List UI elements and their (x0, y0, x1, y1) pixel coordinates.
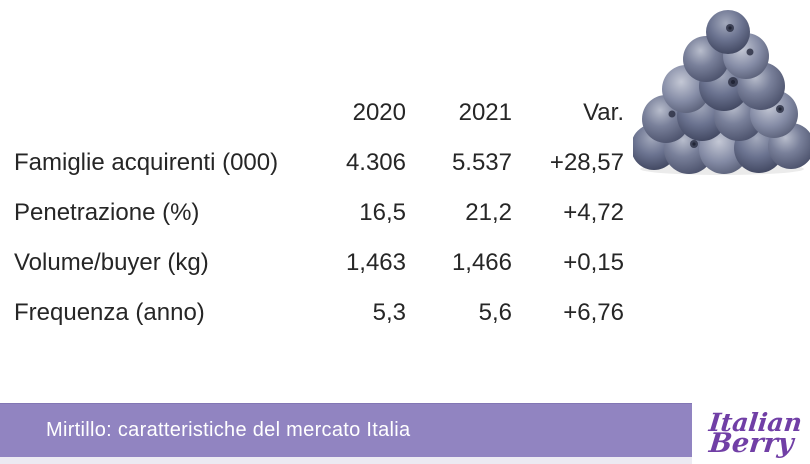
footer-bar: Mirtillo: caratteristiche del mercato It… (0, 403, 692, 457)
market-table: 2020 2021 Var. Famiglie acquirenti (000)… (14, 88, 624, 338)
row-label: Famiglie acquirenti (000) (14, 149, 279, 176)
cell-var: +0,15 (563, 249, 624, 276)
cell-2021: 21,2 (465, 199, 512, 226)
cell-var: +6,76 (563, 299, 624, 326)
cell-2020: 5,3 (372, 299, 406, 326)
cell-var: +4,72 (563, 199, 624, 226)
cell-var: +28,57 (549, 149, 624, 176)
row-label: Frequenza (anno) (14, 299, 205, 326)
header-empty (14, 88, 306, 138)
cell-2020: 4.306 (345, 149, 406, 176)
row-label: Volume/buyer (kg) (14, 249, 209, 276)
italian-berry-logo: Italian Berry (692, 403, 810, 464)
cell-2021: 1,466 (451, 249, 512, 276)
footer-bottom-strip (0, 457, 692, 464)
table-row: Famiglie acquirenti (000) 4.306 5.537 +2… (14, 138, 624, 188)
logo-line2: Berry (707, 427, 795, 459)
cell-2020: 1,463 (345, 249, 406, 276)
blueberries-image (633, 10, 810, 175)
table-row: Frequenza (anno) 5,3 5,6 +6,76 (14, 288, 624, 338)
table-row: Penetrazione (%) 16,5 21,2 +4,72 (14, 188, 624, 238)
header-2020: 2020 (352, 99, 406, 126)
table-header-row: 2020 2021 Var. (14, 88, 624, 138)
table-row: Volume/buyer (kg) 1,463 1,466 +0,15 (14, 238, 624, 288)
cell-2021: 5,6 (478, 299, 512, 326)
cell-2021: 5.537 (451, 149, 512, 176)
logo-text: Italian Berry (705, 408, 803, 459)
cell-2020: 16,5 (359, 199, 406, 226)
slide-title: Mirtillo: caratteristiche del mercato It… (46, 419, 411, 441)
row-label: Penetrazione (%) (14, 199, 200, 226)
header-2021: 2021 (458, 99, 512, 126)
header-var: Var. (583, 99, 624, 126)
